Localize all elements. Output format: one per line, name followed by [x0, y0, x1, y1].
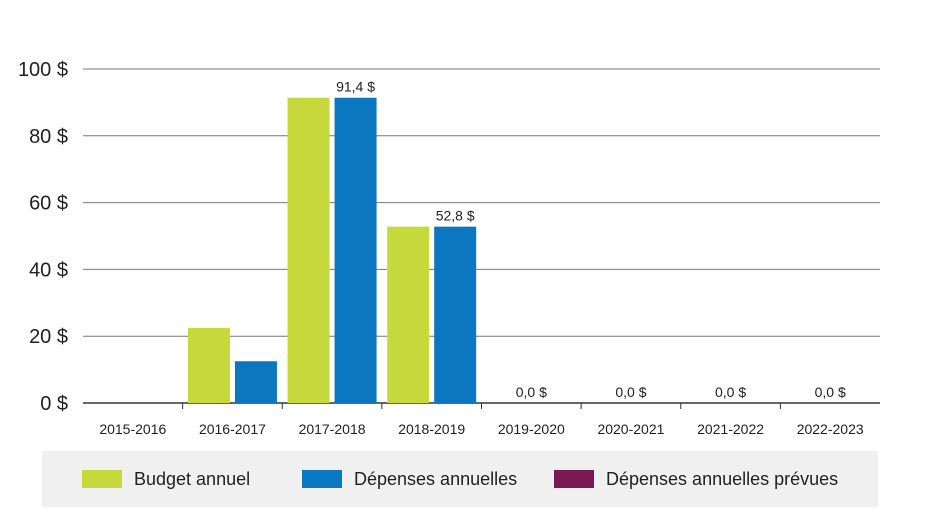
bar-budget-annuel [287, 97, 330, 403]
data-label: 0,0 $ [715, 384, 746, 400]
y-tick-label: 80 $ [29, 126, 68, 148]
legend-item-depenses: Dépenses annuelles [302, 451, 517, 507]
x-tick-label: 2022-2023 [797, 421, 864, 437]
legend-swatch-depenses [302, 470, 342, 488]
y-tick-label: 100 $ [18, 59, 68, 81]
x-tick-label: 2017-2018 [299, 421, 366, 437]
y-tick-label: 60 $ [29, 193, 68, 215]
legend-swatch-budget [82, 470, 122, 488]
x-tick-label: 2020-2021 [597, 421, 664, 437]
data-label: 0,0 $ [815, 384, 846, 400]
y-tick-label: 20 $ [29, 326, 68, 348]
data-label: 52,8 $ [436, 208, 475, 224]
x-tick-label: 2019-2020 [498, 421, 565, 437]
bar-depenses-annuelles [234, 361, 277, 403]
x-tick-label: 2016-2017 [199, 421, 266, 437]
bar-budget-annuel [187, 327, 230, 403]
chart-legend: Budget annuel Dépenses annuelles Dépense… [42, 451, 878, 507]
bar-depenses-annuelles [334, 97, 377, 403]
data-label: 91,4 $ [336, 79, 375, 95]
bar-chart: 91,4 $ 52,8 $ 0,0 $ 0,0 $ 0,0 $ 0,0 $ 2015-20… [18, 59, 880, 437]
legend-item-depenses-prevues: Dépenses annuelles prévues [554, 451, 838, 507]
x-tick-label: 2021-2022 [697, 421, 764, 437]
legend-swatch-depenses-prevues [554, 470, 594, 488]
x-tick-label: 2018-2019 [398, 421, 465, 437]
bar-budget-annuel [387, 226, 430, 403]
data-label: 0,0 $ [516, 384, 547, 400]
legend-label-depenses: Dépenses annuelles [354, 468, 518, 489]
legend-label-budget: Budget annuel [134, 468, 251, 489]
y-tick-label: 40 $ [29, 259, 68, 281]
data-label: 0,0 $ [615, 384, 646, 400]
x-tick-label: 2015-2016 [99, 421, 166, 437]
legend-label-depenses-prevues: Dépenses annuelles prévues [606, 468, 839, 489]
legend-item-budget: Budget annuel [82, 451, 250, 507]
y-tick-label: 0 $ [40, 393, 68, 415]
bar-depenses-annuelles [434, 226, 477, 403]
